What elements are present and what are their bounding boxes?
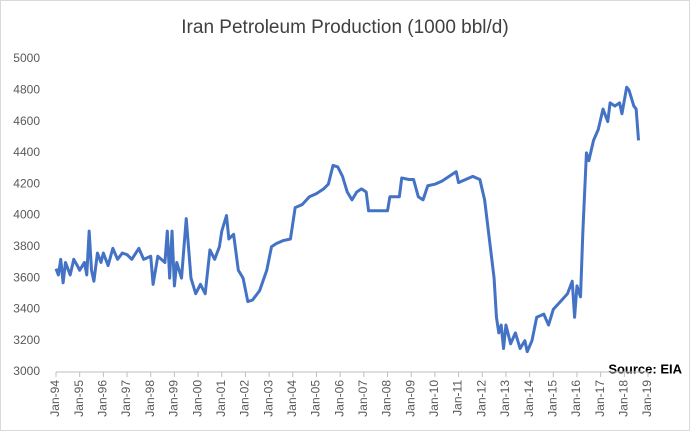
- x-tick-label: Jan-14: [522, 380, 536, 417]
- y-tick-label: 4000: [13, 208, 40, 222]
- y-tick-label: 5000: [13, 51, 40, 65]
- x-tick-label: Jan-08: [380, 380, 394, 417]
- x-tick-label: Jan-11: [451, 380, 465, 416]
- x-tick-label: Jan-00: [190, 380, 204, 417]
- x-tick-label: Jan-09: [403, 380, 417, 417]
- x-tick-label: Jan-99: [167, 380, 181, 417]
- y-tick-label: 3400: [13, 302, 40, 316]
- y-tick-label: 4800: [13, 82, 40, 96]
- x-tick-label: Jan-18: [616, 380, 630, 417]
- x-tick-label: Jan-02: [238, 380, 252, 417]
- x-tick-label: Jan-19: [640, 380, 654, 417]
- x-tick-label: Jan-13: [498, 380, 512, 417]
- y-tick-label: 3000: [13, 364, 40, 378]
- x-tick-label: Jan-12: [474, 380, 488, 417]
- x-tick-label: Jan-17: [593, 380, 607, 417]
- x-tick-label: Jan-04: [285, 380, 299, 417]
- y-tick-label: 3800: [13, 239, 40, 253]
- line-series: [54, 85, 641, 354]
- x-tick-label: Jan-95: [72, 380, 86, 417]
- x-tick-label: Jan-10: [427, 380, 441, 417]
- x-tick-label: Jan-01: [214, 380, 228, 417]
- x-tick-label: Jan-97: [119, 380, 133, 417]
- y-tick-label: 4600: [13, 114, 40, 128]
- y-tick-label: 4200: [13, 176, 40, 190]
- x-tick-label: Jan-05: [309, 380, 323, 417]
- y-tick-label: 4400: [13, 145, 40, 159]
- x-tick-label: Jan-98: [143, 380, 157, 417]
- x-tick-label: Jan-15: [545, 380, 559, 417]
- x-tick-label: Jan-06: [332, 380, 346, 417]
- y-tick-label: 3600: [13, 270, 40, 284]
- x-tick-label: Jan-03: [261, 380, 275, 417]
- source-note: Source: EIA: [608, 361, 682, 376]
- x-tick-label: Jan-07: [356, 380, 370, 417]
- chart-title: Iran Petroleum Production (1000 bbl/d): [181, 17, 508, 38]
- x-tick-label: Jan-16: [569, 380, 583, 417]
- x-tick-label: Jan-94: [48, 380, 62, 417]
- x-tick-label: Jan-96: [96, 380, 110, 417]
- y-tick-label: 3200: [13, 333, 40, 347]
